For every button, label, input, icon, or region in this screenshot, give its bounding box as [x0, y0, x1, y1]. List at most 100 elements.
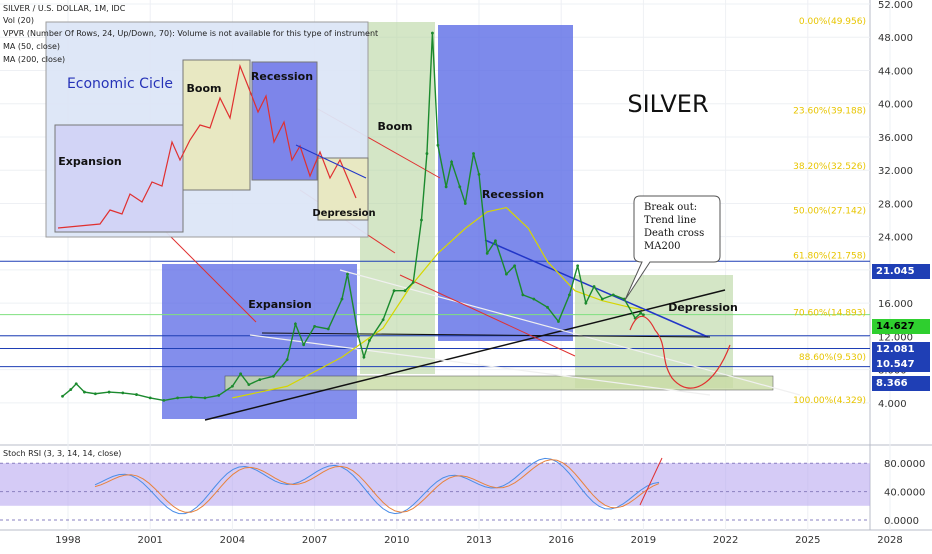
x-tick-label: 1998	[55, 535, 80, 546]
price-label-21045: 21.045	[872, 264, 930, 279]
rsi-projection-arrow	[639, 457, 663, 506]
price-point	[568, 293, 571, 297]
price-point	[247, 383, 251, 386]
price-point	[392, 289, 396, 293]
price-point	[302, 343, 306, 347]
price-point	[121, 391, 125, 395]
price-point	[600, 297, 604, 301]
price-point	[557, 320, 560, 323]
price-point	[74, 382, 78, 386]
indicator-vpvr[interactable]: VPVR (Number Of Rows, 24, Up/Down, 70): …	[3, 29, 379, 38]
uptrend-line	[204, 289, 726, 421]
price-point	[494, 239, 497, 243]
price-point	[472, 152, 475, 155]
price-label-12081: 12.081	[872, 342, 930, 357]
inset-expansion-label: Expansion	[58, 155, 121, 168]
price-point	[485, 251, 489, 255]
price-point	[340, 297, 344, 301]
y-tick-label: 40.000	[878, 100, 913, 111]
x-tick-label: 2019	[631, 535, 656, 546]
callout-bubble	[624, 195, 721, 301]
price-point	[272, 374, 275, 378]
indicator-ma50[interactable]: MA (50, close)	[3, 42, 61, 51]
price-point	[477, 172, 481, 176]
price-point	[135, 393, 138, 396]
price-point	[436, 143, 440, 147]
x-tick-label: 2010	[384, 535, 409, 546]
price-point	[463, 202, 467, 205]
price-point	[532, 297, 536, 301]
fib-level-label: 23.60%(39.188)	[793, 106, 866, 116]
y-tick-label: 16.000	[878, 299, 913, 310]
indicator-volume[interactable]: Vol (20)	[3, 16, 34, 25]
white-channel-line	[339, 269, 801, 396]
price-point	[444, 185, 448, 189]
price-point	[326, 327, 330, 331]
price-point	[639, 311, 643, 315]
inset-title: Economic Cicle	[67, 76, 173, 92]
callout-text-line: Trend line	[644, 215, 696, 226]
depression-label: Depression	[668, 301, 738, 314]
price-point	[584, 301, 588, 305]
fib-level-label: 38.20%(32.526)	[793, 162, 866, 172]
stoch-rsi-title[interactable]: Stoch RSI (3, 3, 14, 14, close)	[3, 449, 122, 458]
price-point	[313, 325, 316, 328]
inset-trendline	[295, 144, 367, 179]
ma50-line	[232, 206, 644, 399]
expansion-label: Expansion	[248, 298, 311, 311]
inset-depression-label: Depression	[312, 208, 375, 219]
fib-level-label: 0.00%(49.956)	[799, 17, 866, 27]
silver-title-label: SILVER	[627, 90, 708, 118]
rsi-tick-label: 0.0000	[884, 516, 919, 527]
x-tick-label: 2004	[220, 535, 245, 546]
price-point	[381, 318, 385, 322]
fib-level-label: 61.80%(21.758)	[793, 251, 866, 261]
callout-text-line: Break out:	[644, 202, 697, 213]
price-point	[403, 289, 407, 293]
inset-cycle-line	[57, 63, 357, 229]
price-point	[107, 390, 111, 394]
price-point	[642, 313, 645, 317]
support-zone-box	[224, 375, 774, 391]
x-tick-label: 2028	[877, 535, 902, 546]
price-point	[505, 272, 508, 276]
projection-curve	[629, 315, 731, 389]
inset-boom-label: Boom	[187, 82, 222, 95]
price-point	[285, 358, 289, 362]
price-point	[148, 396, 152, 400]
rsi-oversold-highlight	[606, 506, 660, 524]
price-point	[162, 398, 166, 402]
price-point	[258, 378, 262, 382]
callout-text-line: Death cross	[644, 228, 704, 239]
inset-recession-label: Recession	[251, 70, 313, 83]
depression-box	[575, 275, 733, 388]
y-tick-label: 32.000	[878, 166, 913, 177]
price-point	[431, 31, 434, 35]
price-point	[450, 160, 453, 164]
price-point	[546, 305, 549, 309]
price-point	[69, 388, 73, 391]
expansion-box	[162, 264, 357, 419]
price-point	[425, 152, 429, 155]
price-point	[368, 339, 371, 342]
indicator-ma200[interactable]: MA (200, close)	[3, 55, 66, 64]
boom-label: Boom	[378, 120, 413, 133]
stoch-d-line	[94, 459, 660, 513]
projection-arrow	[399, 274, 576, 357]
price-point	[294, 322, 297, 326]
price-point	[231, 384, 234, 388]
callout-text-line: MA200	[644, 241, 681, 252]
y-tick-label: 24.000	[878, 233, 913, 244]
price-point	[611, 293, 615, 297]
price-point	[420, 218, 423, 222]
x-tick-label: 2001	[137, 535, 162, 546]
recession-label: Recession	[482, 188, 544, 201]
price-point	[521, 293, 525, 297]
y-tick-label: 44.000	[878, 66, 913, 77]
support-line	[261, 332, 711, 338]
price-point	[513, 264, 517, 268]
price-point	[61, 394, 64, 398]
fib-level-label: 50.00%(27.142)	[793, 207, 866, 217]
